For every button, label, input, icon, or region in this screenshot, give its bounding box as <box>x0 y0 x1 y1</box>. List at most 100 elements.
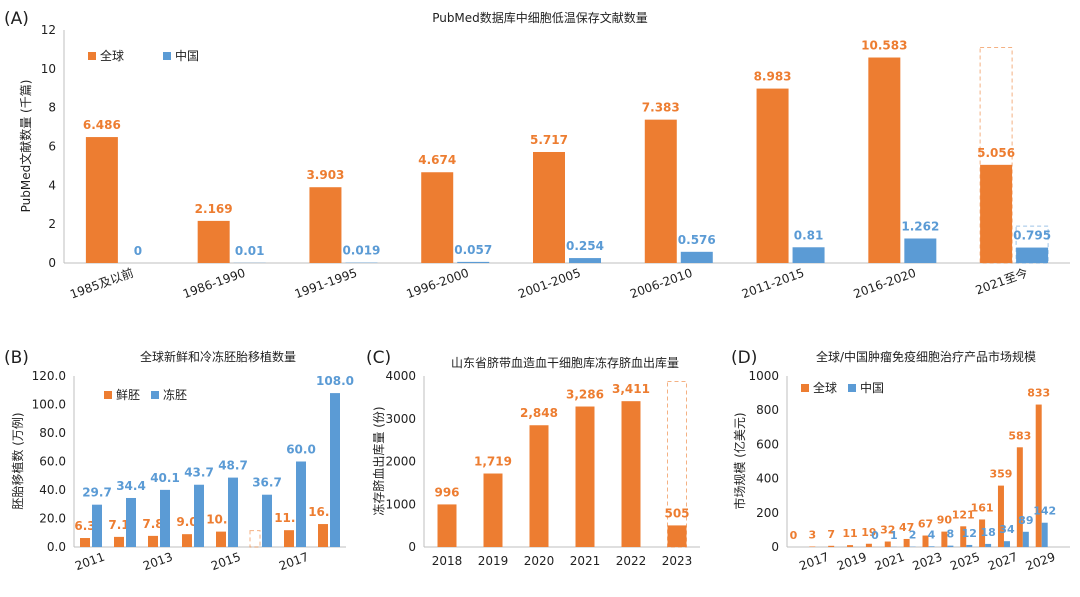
data-label: 19 <box>861 526 876 539</box>
y-tick-label: 4000 <box>385 369 416 383</box>
y-tick-label: 120.0 <box>32 369 66 383</box>
bar-series-2 <box>529 425 549 547</box>
x-tick-label: 2020 <box>524 554 555 568</box>
x-tick-label: 2029 <box>1024 550 1057 574</box>
y-tick-label: 8 <box>48 101 56 115</box>
data-label: 8.983 <box>754 70 792 84</box>
y-tick-label: 2 <box>48 217 56 231</box>
x-tick-label: 2017 <box>277 550 310 574</box>
data-label: 11 <box>842 527 857 540</box>
bar-全球-2 <box>309 187 342 263</box>
bar-冻胚-4 <box>228 477 238 547</box>
bar-全球-2 <box>828 545 835 547</box>
data-label: 29.7 <box>82 486 112 500</box>
bar-中国-9 <box>966 544 973 547</box>
bar-全球-9 <box>960 526 967 547</box>
bar-中国-5 <box>680 251 713 263</box>
data-label: 7 <box>827 528 835 541</box>
bar-冻胚-2 <box>160 489 170 547</box>
data-label: 2 <box>909 529 917 542</box>
data-label: 36.7 <box>252 476 282 490</box>
panel-0: (A) PubMed数据库中细胞低温保存文献数量 0 2 4 6 8 10 12 PubMed文献… <box>4 9 1070 302</box>
data-label: 8 <box>947 528 955 541</box>
data-label: 10.583 <box>861 39 907 53</box>
data-label: 34.4 <box>116 479 146 493</box>
legend-label: 中国 <box>860 380 884 395</box>
legend-swatch <box>104 391 112 399</box>
data-label: 6.486 <box>83 118 121 132</box>
x-tick-label: 2021 <box>873 550 906 574</box>
bar-中国-12 <box>1022 531 1029 547</box>
chart-title: PubMed数据库中细胞低温保存文献数量 <box>432 10 648 25</box>
x-tick-label: 2022 <box>616 554 647 568</box>
y-tick-label: 1000 <box>385 497 416 511</box>
bar-冻胚-1 <box>126 497 136 547</box>
data-label: 583 <box>1008 429 1031 442</box>
bar-全球-5 <box>884 541 891 547</box>
y-tick-label: 2000 <box>385 455 416 469</box>
data-label: 3,286 <box>566 388 604 402</box>
data-label: 161 <box>971 501 994 514</box>
bar-全球-5 <box>644 119 677 263</box>
data-label: 6.3 <box>74 519 95 533</box>
legend-label: 全球 <box>100 48 124 63</box>
y-tick-label: 3000 <box>385 412 416 426</box>
data-label: 0.01 <box>235 244 265 258</box>
bar-全球-11 <box>997 485 1004 547</box>
y-tick-label: 12 <box>41 23 56 37</box>
bar-鲜胚-2 <box>148 535 158 547</box>
chart-title: 全球新鲜和冷冻胚胎移植数量 <box>140 349 296 364</box>
data-label: 32 <box>880 524 895 537</box>
bar-鲜胚-1 <box>114 536 124 547</box>
data-label: 0.254 <box>566 239 604 253</box>
panel-label: (D) <box>731 348 757 368</box>
y-axis-title: PubMed文献数量 (千篇) <box>18 80 33 213</box>
bar-冻胚-3 <box>194 484 204 547</box>
data-label: 47 <box>899 521 914 534</box>
projection-outline <box>667 381 687 548</box>
y-tick-label: 0 <box>48 256 56 270</box>
bar-鲜胚-4 <box>216 531 226 547</box>
bar-中国-3 <box>457 261 490 263</box>
bar-鲜胚-7 <box>318 524 328 547</box>
data-label: 43.7 <box>184 466 214 480</box>
data-label: 0.019 <box>342 244 380 258</box>
x-tick-label: 2015 <box>209 550 242 574</box>
data-label: 67 <box>918 518 933 531</box>
legend-swatch <box>163 52 171 60</box>
bar-全球-3 <box>421 172 454 263</box>
legend-swatch <box>801 384 809 392</box>
bar-series-4 <box>621 401 641 547</box>
bar-全球-4 <box>533 151 565 263</box>
bar-中国-13 <box>1041 522 1048 547</box>
y-tick-label: 1000 <box>748 369 779 383</box>
bar-中国-10 <box>985 543 992 547</box>
bar-冻胚-5 <box>262 494 272 547</box>
bar-全球-6 <box>903 538 910 547</box>
legend-swatch <box>151 391 159 399</box>
data-label: 60.0 <box>286 443 316 457</box>
x-tick-label: 2025 <box>948 550 981 574</box>
data-label: 108.0 <box>316 374 354 388</box>
x-tick-label: 2006-2010 <box>628 266 694 302</box>
data-label: 18 <box>980 526 995 539</box>
x-tick-label: 1996-2000 <box>405 266 471 302</box>
data-label: 5.056 <box>977 146 1015 160</box>
bar-冻胚-7 <box>330 393 340 547</box>
x-tick-label: 2023 <box>911 550 944 574</box>
x-tick-label: 1986-1990 <box>181 266 247 302</box>
panel-label: (A) <box>4 9 29 29</box>
y-axis-title: 冻存脐血出库量 (份) <box>371 406 386 515</box>
x-tick-label: 1991-1995 <box>293 266 359 302</box>
data-label: 40.1 <box>150 471 180 485</box>
data-label: 7.383 <box>642 101 680 115</box>
bar-全球-10 <box>979 519 986 547</box>
y-tick-label: 100.0 <box>32 398 66 412</box>
data-label: 90 <box>937 514 953 527</box>
legend-label: 全球 <box>813 380 837 395</box>
bar-中国-8 <box>947 545 954 547</box>
data-label: 0.795 <box>1013 229 1051 243</box>
y-tick-label: 6 <box>48 140 56 154</box>
bar-鲜胚-0 <box>80 538 90 547</box>
bar-冻胚-6 <box>296 461 306 547</box>
